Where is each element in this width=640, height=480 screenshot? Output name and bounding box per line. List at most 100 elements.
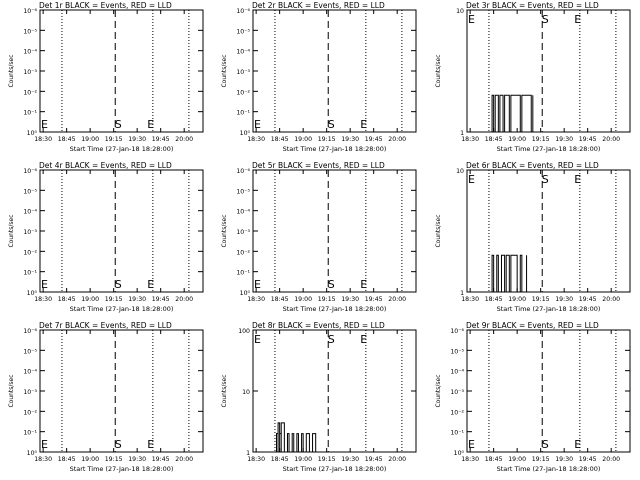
y-tick-label: 10⁻² (23, 409, 37, 416)
marker-e: E (41, 438, 48, 451)
y-tick-label: 10⁻⁵ (23, 188, 37, 195)
y-axis-label: Counts/sec (8, 214, 15, 247)
plot-frame (252, 9, 417, 133)
x-tick-label: 19:15 (318, 136, 336, 143)
marker-e: E (41, 118, 48, 131)
y-tick-label: 10⁻¹ (236, 110, 250, 117)
y-tick-label: 10⁻⁶ (236, 168, 250, 175)
marker-e: E (254, 278, 261, 291)
y-tick-label: 10⁻⁴ (23, 369, 37, 376)
marker-e: E (574, 173, 581, 186)
x-tick-label: 19:45 (365, 296, 383, 303)
x-tick-label: 19:15 (532, 136, 550, 143)
x-tick-label: 19:00 (81, 136, 99, 143)
x-tick-label: 19:45 (152, 456, 170, 463)
plot-frame (39, 169, 204, 293)
x-tick-label: 19:00 (81, 296, 99, 303)
y-tick-label: 10⁻³ (236, 229, 250, 236)
x-tick-label: 19:30 (128, 456, 146, 463)
x-axis-label: Start Time (27-Jan-18 18:28:00) (283, 145, 387, 153)
x-tick-label: 19:45 (152, 136, 170, 143)
panel-title: Det 8r BLACK = Events, RED = LLD (252, 321, 385, 330)
marker-s: S (115, 438, 122, 451)
y-tick-label: 10⁻² (23, 249, 37, 256)
panel-det-7: Det 7r BLACK = Events, RED = LLD Counts/s… (8, 321, 204, 473)
y-tick-label: 10⁻⁵ (236, 28, 250, 35)
x-tick-label: 19:15 (105, 136, 123, 143)
y-tick-label: 10⁻¹ (450, 430, 464, 437)
x-tick-label: 19:45 (365, 456, 383, 463)
marker-e: E (468, 438, 475, 451)
x-tick-label: 19:45 (579, 456, 597, 463)
x-tick-label: 19:45 (579, 136, 597, 143)
y-tick-label: 10⁻⁶ (236, 8, 250, 15)
marker-e: E (254, 333, 261, 346)
y-axis-label: Counts/sec (221, 214, 228, 247)
marker-e: E (147, 438, 154, 451)
y-tick-label: 100 (238, 328, 250, 335)
y-tick-label: 10⁻⁶ (23, 8, 37, 15)
x-tick-label: 19:15 (318, 456, 336, 463)
y-tick-label: 10⁻⁶ (23, 328, 37, 335)
x-axis-label: Start Time (27-Jan-18 18:28:00) (70, 465, 174, 473)
x-tick-label: 18:30 (34, 296, 52, 303)
marker-s: S (115, 278, 122, 291)
y-tick-label: 10⁻⁵ (236, 188, 250, 195)
x-tick-label: 19:30 (128, 296, 146, 303)
y-tick-label: 10⁻⁴ (450, 369, 464, 376)
x-tick-label: 18:30 (247, 296, 265, 303)
x-tick-label: 18:45 (58, 136, 76, 143)
y-tick-label: 10⁻⁶ (450, 328, 464, 335)
y-tick-label: 1 (246, 450, 250, 457)
marker-s: S (542, 173, 549, 186)
x-axis-label: Start Time (27-Jan-18 18:28:00) (497, 145, 601, 153)
x-tick-label: 18:30 (461, 136, 479, 143)
y-axis-label: Counts/sec (8, 374, 15, 407)
plot-frame (39, 329, 204, 453)
marker-e: E (574, 438, 581, 451)
panel-det-1: Det 1r BLACK = Events, RED = LLD Counts/s… (8, 1, 204, 153)
marker-e: E (147, 278, 154, 291)
marker-s: S (328, 118, 335, 131)
panel-title: Det 7r BLACK = Events, RED = LLD (39, 321, 172, 330)
y-axis-label: Counts/sec (435, 54, 442, 87)
panel-det-4: Det 4r BLACK = Events, RED = LLD Counts/s… (8, 161, 204, 313)
y-tick-label: 10⁻⁴ (236, 209, 250, 216)
x-tick-label: 18:30 (461, 456, 479, 463)
panel-det-3: Det 3r BLACK = Events, RED = LLD Counts/s… (435, 1, 631, 153)
x-tick-label: 20:00 (175, 136, 193, 143)
x-tick-label: 18:45 (485, 136, 503, 143)
x-tick-label: 19:45 (365, 136, 383, 143)
x-tick-label: 19:45 (152, 296, 170, 303)
y-tick-label: 10⁰ (27, 290, 38, 297)
marker-e: E (147, 118, 154, 131)
panel-det-8: Det 8r BLACK = Events, RED = LLD Counts/s… (221, 321, 417, 473)
x-tick-label: 19:15 (318, 296, 336, 303)
x-tick-label: 18:30 (247, 456, 265, 463)
plot-frame (39, 9, 204, 133)
x-tick-label: 18:45 (485, 296, 503, 303)
x-tick-label: 19:00 (508, 136, 526, 143)
marker-s: S (328, 278, 335, 291)
x-axis-label: Start Time (27-Jan-18 18:28:00) (497, 465, 601, 473)
y-tick-label: 10⁻¹ (236, 270, 250, 277)
x-tick-label: 18:45 (58, 296, 76, 303)
x-tick-label: 19:00 (81, 456, 99, 463)
x-tick-label: 18:30 (34, 136, 52, 143)
y-tick-label: 10⁰ (454, 450, 465, 457)
x-tick-label: 19:30 (555, 136, 573, 143)
y-tick-label: 10⁻⁴ (23, 209, 37, 216)
x-tick-label: 20:00 (602, 296, 620, 303)
x-tick-label: 19:00 (294, 136, 312, 143)
y-tick-label: 10⁻⁵ (23, 28, 37, 35)
y-tick-label: 1 (460, 290, 464, 297)
x-tick-label: 20:00 (388, 296, 406, 303)
x-tick-label: 19:45 (579, 296, 597, 303)
y-tick-label: 10⁻³ (23, 69, 37, 76)
x-tick-label: 20:00 (175, 296, 193, 303)
y-axis-label: Counts/sec (8, 54, 15, 87)
x-tick-label: 18:30 (461, 296, 479, 303)
x-tick-label: 18:45 (271, 296, 289, 303)
x-tick-label: 19:00 (294, 296, 312, 303)
y-axis-label: Counts/sec (221, 374, 228, 407)
